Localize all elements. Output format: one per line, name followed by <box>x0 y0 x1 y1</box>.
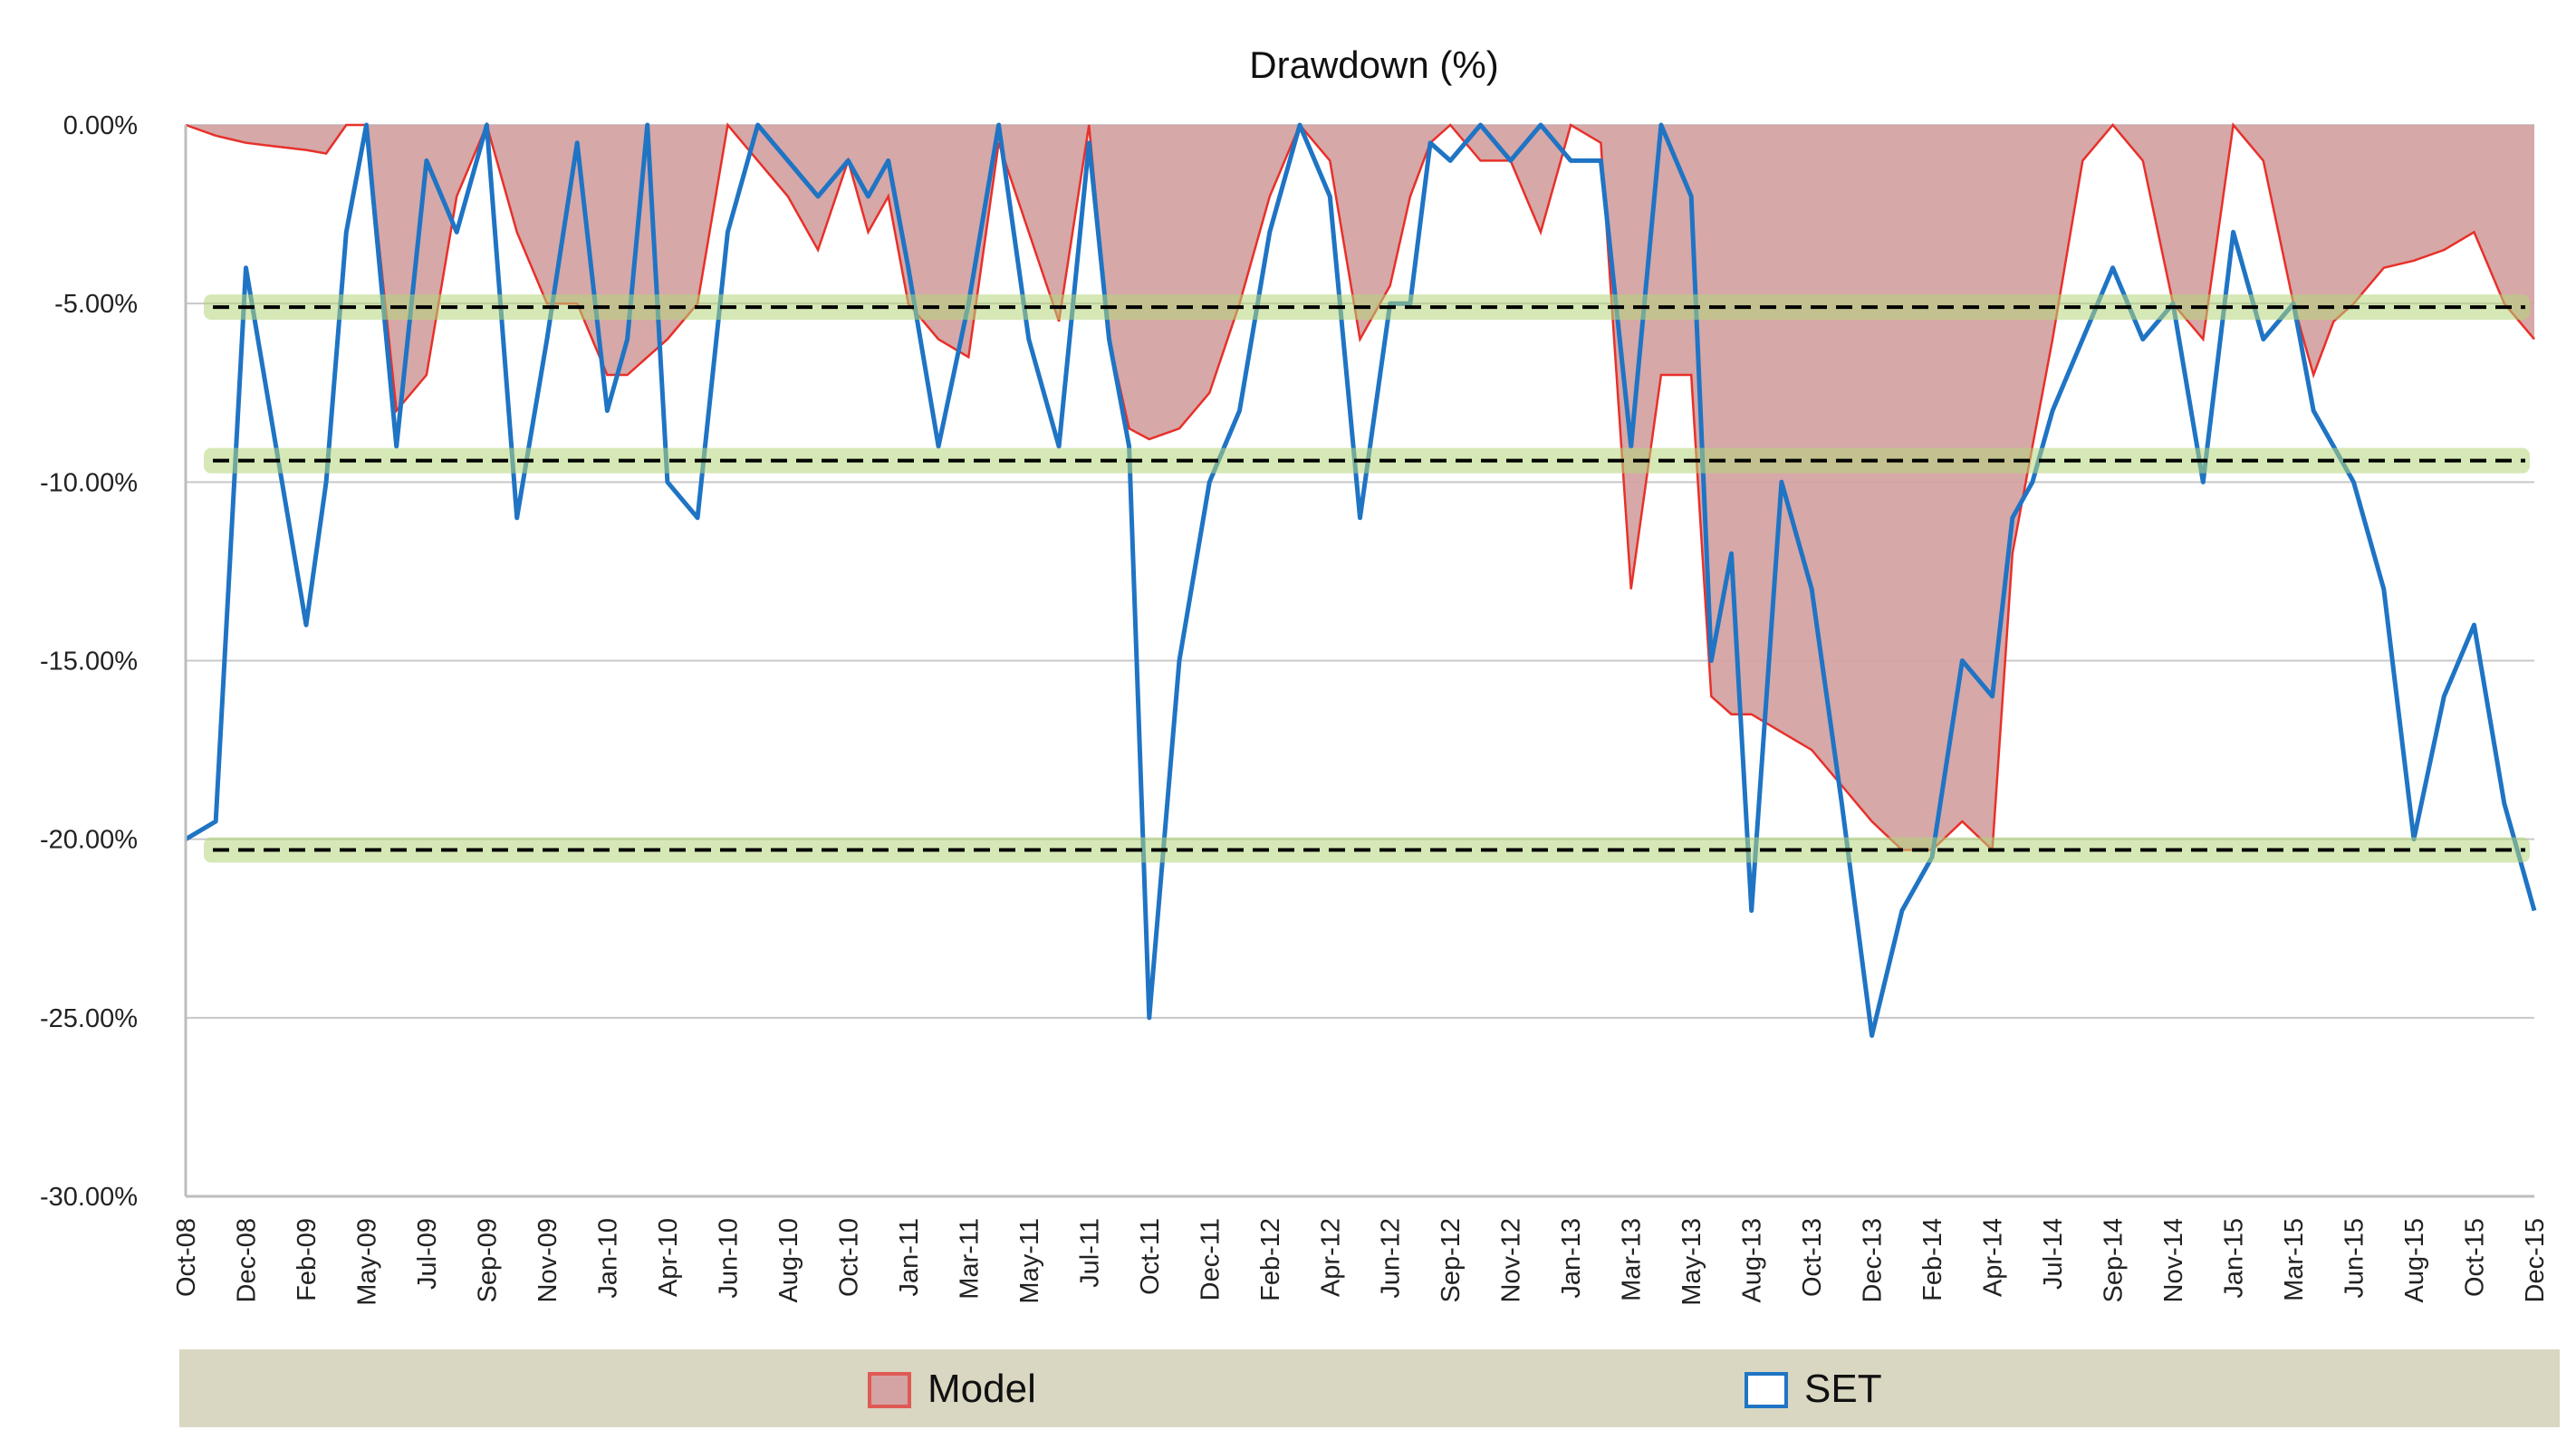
x-tick-label: Feb-12 <box>1256 1218 1285 1301</box>
x-tick-label: Sep-12 <box>1437 1218 1466 1303</box>
x-tick-label: Jul-11 <box>1075 1218 1104 1288</box>
x-tick-label: Jan-11 <box>895 1218 924 1297</box>
x-tick-label: Mar-15 <box>2280 1218 2309 1301</box>
y-tick-label: -25.00% <box>40 1004 138 1033</box>
model-area-fill <box>186 125 2534 850</box>
x-tick-label: Feb-14 <box>1918 1218 1947 1301</box>
x-tick-label: Sep-14 <box>2100 1218 2129 1303</box>
y-tick-label: -20.00% <box>40 826 138 855</box>
y-tick-label: -30.00% <box>40 1183 138 1212</box>
x-tick-label: Jun-12 <box>1377 1218 1406 1299</box>
x-tick-label: Dec-11 <box>1196 1218 1225 1300</box>
x-tick-label: Oct-08 <box>172 1218 201 1297</box>
x-tick-label: Jun-10 <box>714 1218 743 1299</box>
x-tick-label: Feb-09 <box>293 1218 322 1301</box>
x-axis-ticks: Oct-08 Dec-08 Feb-09 May-09 Jul-09 Sep-09 Nov-… <box>172 1218 2550 1306</box>
x-tick-label: Jun-15 <box>2341 1218 2369 1299</box>
legend-label-set: SET <box>1804 1367 1882 1411</box>
x-tick-label: Jan-10 <box>593 1218 622 1299</box>
reference-lines <box>204 294 2530 863</box>
y-axis-ticks: 0.00% -5.00% -10.00% -15.00% -20.00% -25.00% -… <box>40 111 138 1212</box>
y-tick-label: -15.00% <box>40 648 138 677</box>
x-tick-label: Oct-11 <box>1136 1218 1165 1295</box>
legend-background <box>179 1349 2560 1427</box>
x-tick-label: Oct-15 <box>2461 1218 2490 1297</box>
x-tick-label: Jan-13 <box>1557 1218 1586 1299</box>
legend-label-model: Model <box>928 1367 1036 1411</box>
x-tick-label: Aug-13 <box>1738 1218 1767 1303</box>
x-tick-label: Aug-10 <box>774 1218 803 1303</box>
x-tick-label: Apr-12 <box>1316 1218 1345 1297</box>
axes <box>184 125 2534 1198</box>
x-tick-label: Nov-14 <box>2159 1218 2188 1303</box>
x-tick-label: Jan-15 <box>2220 1218 2249 1299</box>
x-tick-label: Dec-08 <box>232 1218 261 1303</box>
x-tick-label: May-11 <box>1015 1218 1044 1304</box>
legend: Model SET <box>179 1349 2560 1427</box>
x-tick-label: May-09 <box>352 1218 381 1306</box>
model-series <box>185 121 2535 853</box>
x-tick-label: Mar-13 <box>1618 1218 1647 1301</box>
x-tick-label: Jul-09 <box>413 1218 442 1290</box>
x-tick-label: Apr-10 <box>654 1218 683 1297</box>
chart-title: Drawdown (%) <box>1249 43 1498 86</box>
x-tick-label: Apr-14 <box>1979 1218 2008 1297</box>
y-tick-label: 0.00% <box>63 111 138 140</box>
x-tick-label: Jul-14 <box>2039 1218 2068 1290</box>
x-tick-label: Mar-11 <box>955 1218 984 1300</box>
x-tick-label: Nov-12 <box>1497 1218 1526 1303</box>
x-tick-label: Oct-13 <box>1798 1218 1827 1297</box>
legend-swatch-model <box>868 1372 911 1408</box>
x-tick-label: Aug-15 <box>2400 1218 2429 1303</box>
x-tick-label: May-13 <box>1677 1218 1706 1306</box>
x-tick-label: Sep-09 <box>473 1218 502 1303</box>
x-tick-label: Nov-09 <box>533 1218 562 1303</box>
legend-swatch-set <box>1745 1372 1788 1408</box>
y-tick-label: -5.00% <box>54 290 138 319</box>
x-tick-label: Dec-15 <box>2521 1218 2550 1303</box>
x-tick-label: Dec-13 <box>1859 1218 1888 1303</box>
x-tick-label: Oct-10 <box>834 1218 863 1297</box>
y-tick-label: -10.00% <box>40 468 138 497</box>
